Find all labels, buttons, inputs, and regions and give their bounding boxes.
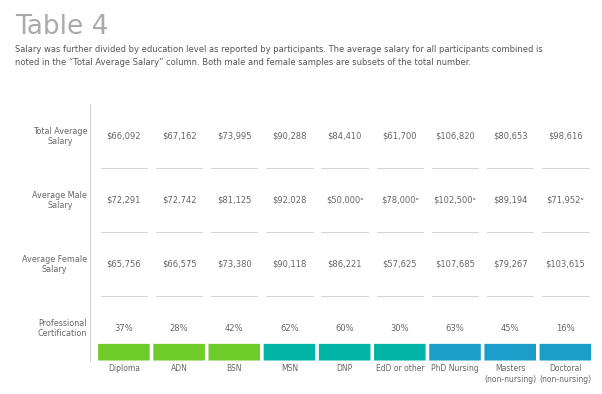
Text: PhD Nursing: PhD Nursing [431,364,479,374]
Text: $98,616: $98,616 [548,132,583,141]
Text: Salary was further divided by education level as reported by participants. The a: Salary was further divided by education … [15,45,543,67]
Text: $80,653: $80,653 [493,132,527,141]
Text: $65,756: $65,756 [107,260,141,269]
Text: DNP: DNP [337,364,353,374]
Text: Table 4: Table 4 [15,14,108,40]
Text: 30%: 30% [391,324,409,333]
Text: Masters
(non-nursing): Masters (non-nursing) [484,364,536,384]
Text: $66,092: $66,092 [107,132,141,141]
Text: $81,125: $81,125 [217,196,252,205]
Text: $90,118: $90,118 [272,260,306,269]
FancyBboxPatch shape [374,344,426,361]
Text: 62%: 62% [280,324,299,333]
Text: $67,162: $67,162 [162,132,196,141]
Text: $79,267: $79,267 [493,260,527,269]
Text: ADN: ADN [170,364,188,374]
Text: 42%: 42% [225,324,244,333]
Text: $73,380: $73,380 [217,260,252,269]
FancyBboxPatch shape [208,344,260,361]
FancyBboxPatch shape [98,344,150,361]
FancyBboxPatch shape [485,344,536,361]
Text: $50,000ᵃ: $50,000ᵃ [326,196,364,205]
Text: $106,820: $106,820 [435,132,475,141]
Text: $107,685: $107,685 [435,260,475,269]
Text: BSN: BSN [226,364,242,374]
Text: EdD or other: EdD or other [376,364,424,374]
Text: $73,995: $73,995 [217,132,252,141]
FancyBboxPatch shape [319,344,370,361]
Text: $61,700: $61,700 [383,132,417,141]
Text: $102,500ᵃ: $102,500ᵃ [433,196,476,205]
Text: Average Female
Salary: Average Female Salary [22,255,87,274]
Text: 45%: 45% [501,324,520,333]
Text: MSN: MSN [281,364,298,374]
Text: Professional
Certification: Professional Certification [38,319,87,338]
Text: $72,742: $72,742 [162,196,196,205]
Text: $78,000ᵃ: $78,000ᵃ [381,196,419,205]
Text: $92,028: $92,028 [272,196,306,205]
Text: $84,410: $84,410 [327,132,362,141]
Text: Average Male
Salary: Average Male Salary [33,191,87,210]
Text: 63%: 63% [445,324,464,333]
Text: Total Average
Salary: Total Average Salary [33,127,87,146]
FancyBboxPatch shape [264,344,315,361]
Text: Diploma: Diploma [108,364,140,374]
Text: $89,194: $89,194 [493,196,527,205]
Text: 28%: 28% [170,324,188,333]
Text: $57,625: $57,625 [383,260,417,269]
Text: $103,615: $103,615 [545,260,585,269]
Text: $90,288: $90,288 [272,132,306,141]
Text: 60%: 60% [335,324,354,333]
FancyBboxPatch shape [539,344,591,361]
FancyBboxPatch shape [154,344,205,361]
Text: $86,221: $86,221 [327,260,362,269]
Text: Doctoral
(non-nursing): Doctoral (non-nursing) [539,364,591,384]
FancyBboxPatch shape [429,344,481,361]
Text: $71,952ᵃ: $71,952ᵃ [547,196,585,205]
Text: $72,291: $72,291 [107,196,141,205]
Text: $66,575: $66,575 [162,260,196,269]
Text: 37%: 37% [114,324,133,333]
Text: Salary and Certification by Academic Preparation: Salary and Certification by Academic Pre… [20,26,292,36]
Text: 16%: 16% [556,324,575,333]
